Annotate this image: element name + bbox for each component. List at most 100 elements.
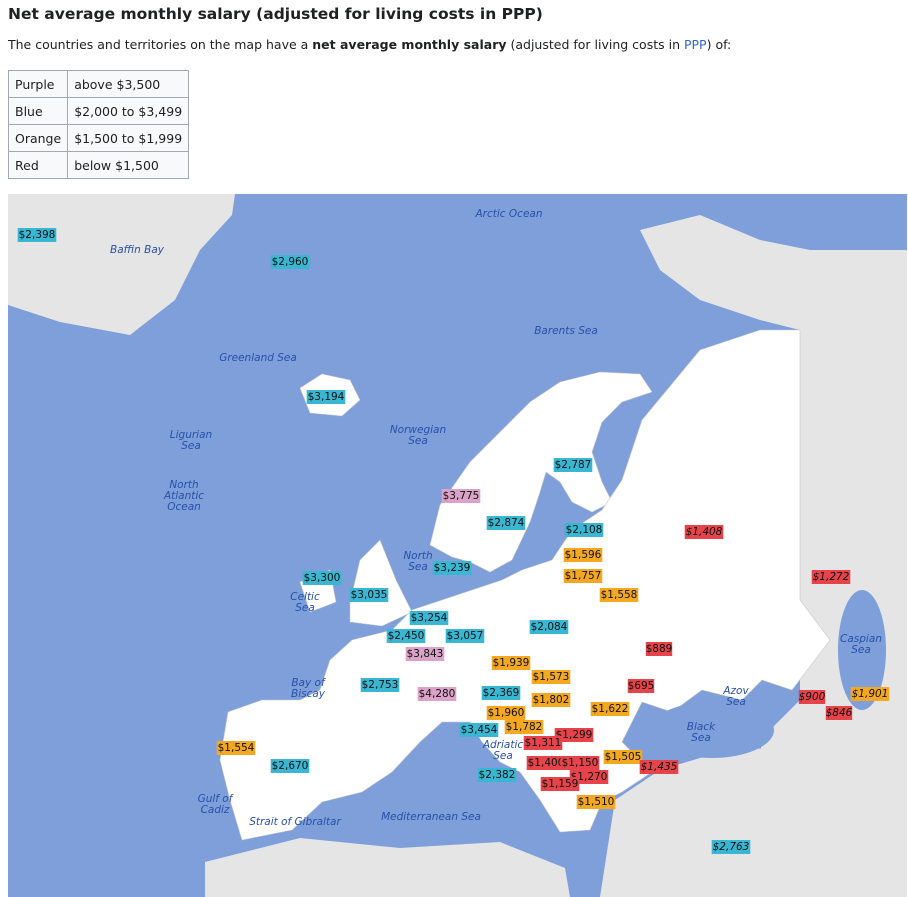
salary-label-bg: [563, 569, 603, 583]
salary-label: $1,573: [531, 670, 571, 684]
sea-label-line: Sea: [851, 644, 871, 656]
salary-label-text: $2,450: [388, 630, 425, 642]
salary-label: $1,311: [523, 736, 563, 750]
salary-label: $2,450: [386, 629, 426, 643]
salary-label: $1,272: [811, 570, 851, 584]
salary-label-text: $3,775: [443, 490, 480, 502]
salary-label-bg: [504, 720, 544, 734]
sea-label-line: Ligurian: [170, 429, 212, 441]
salary-label: $4,280: [417, 687, 457, 701]
sea-label-line: North: [403, 550, 432, 562]
salary-label: $2,787: [553, 458, 593, 472]
sea-label-line: Sea: [408, 435, 428, 447]
salary-label: $1,435: [639, 760, 679, 774]
map: Arctic Ocean Baffin Bay Barents Sea Greenla…: [8, 194, 907, 897]
salary-label-bg: [477, 768, 517, 782]
salary-label-bg: [798, 690, 826, 704]
salary-label: $1,901: [850, 687, 890, 701]
sea-label: Barents Sea: [534, 325, 598, 337]
salary-label: $695: [628, 679, 654, 693]
salary-label-bg: [360, 678, 400, 692]
salary-label-text: $3,300: [304, 572, 341, 584]
salary-label: $1,554: [216, 741, 256, 755]
salary-label-text: $1,299: [556, 729, 593, 741]
salary-label: $2,369: [481, 686, 521, 700]
sea-label-line: Arctic Ocean: [474, 208, 542, 220]
salary-label: $2,108: [564, 523, 604, 537]
sea-label-line: Bay of: [291, 677, 327, 689]
salary-label-bg: [491, 656, 531, 670]
salary-label-text: $1,802: [533, 694, 570, 706]
salary-label-bg: [486, 516, 526, 530]
sea-label: Norwegian Sea: [390, 424, 446, 447]
legend-table: Purple above $3,500 Blue $2,000 to $3,499 Or…: [7, 70, 190, 179]
salary-label-bg: [481, 686, 521, 700]
salary-label: $2,670: [270, 759, 310, 773]
salary-label: $1,802: [531, 693, 571, 707]
salary-label-bg: [17, 228, 57, 242]
sea-label-line: Sea: [295, 602, 315, 614]
salary-label: $1,270: [569, 770, 609, 784]
sea-label-line: Gulf of: [198, 793, 235, 805]
legend-range: above $3,500: [67, 70, 190, 98]
salary-label-bg: [216, 741, 256, 755]
salary-label-text: $1,573: [533, 671, 570, 683]
salary-label-bg: [270, 255, 310, 269]
salary-label-bg: [711, 840, 751, 854]
intro-text: ) of:: [706, 37, 732, 52]
sea-label: North Sea: [403, 550, 432, 573]
black-sea: [650, 702, 774, 758]
salary-label: $846: [826, 706, 853, 720]
salary-label-text: $2,108: [566, 524, 603, 536]
salary-label: $3,194: [306, 390, 346, 404]
sea-label-line: Ocean: [167, 501, 201, 513]
salary-label-bg: [529, 620, 569, 634]
salary-label-bg: [432, 561, 472, 575]
salary-label-bg: [576, 795, 616, 809]
salary-label-text: $3,194: [308, 391, 345, 403]
sea-label: Mediterranean Sea: [381, 811, 481, 823]
sea-label-line: Mediterranean Sea: [381, 811, 481, 823]
sea-label: Ligurian Sea: [170, 429, 212, 452]
salary-label: $1,596: [563, 548, 603, 562]
salary-label-text: $1,510: [578, 796, 615, 808]
salary-label-bg: [486, 706, 526, 720]
salary-label-bg: [590, 702, 630, 716]
salary-label-text: $2,753: [362, 679, 399, 691]
legend-range: $1,500 to $1,999: [67, 124, 190, 152]
salary-label-text: $1,159: [542, 778, 579, 790]
salary-label-bg: [639, 760, 679, 774]
caspian-sea: [838, 590, 886, 710]
salary-label-text: $3,057: [447, 630, 484, 642]
intro-text: (adjusted for living costs in: [506, 37, 684, 52]
sea-label-line: Sea: [493, 750, 513, 762]
sea-label-line: Sea: [691, 732, 711, 744]
sea-label-line: Biscay: [291, 688, 326, 700]
salary-label: $900: [799, 690, 826, 704]
salary-label-bg: [445, 629, 485, 643]
sea-label-line: Cadiz: [201, 804, 230, 816]
sea-label: Black Sea: [687, 721, 716, 744]
salary-label-bg: [417, 687, 457, 701]
sea-label: Azov Sea: [722, 685, 749, 708]
salary-label-bg: [306, 390, 346, 404]
salary-label: $3,454: [459, 723, 499, 737]
salary-label-text: $1,782: [506, 721, 543, 733]
salary-label: $1,510: [576, 795, 616, 809]
salary-label-text: $889: [646, 643, 673, 655]
salary-label-text: $3,454: [461, 724, 498, 736]
sea-label: Strait of Gibraltar: [249, 816, 341, 828]
salary-label-text: $1,939: [493, 657, 530, 669]
salary-label-bg: [349, 588, 389, 602]
link[interactable]: PPP: [683, 37, 707, 52]
salary-label-text: $1,558: [601, 589, 638, 601]
sea-label-line: Celtic: [290, 591, 320, 603]
salary-label: $889: [646, 642, 673, 656]
salary-label-bg: [603, 750, 643, 764]
salary-label: $1,299: [554, 728, 594, 742]
sea-label-line: Norwegian: [390, 424, 446, 436]
salary-label-text: $1,408: [686, 526, 723, 538]
salary-label: $3,239: [432, 561, 472, 575]
salary-label-text: $2,763: [713, 841, 750, 853]
